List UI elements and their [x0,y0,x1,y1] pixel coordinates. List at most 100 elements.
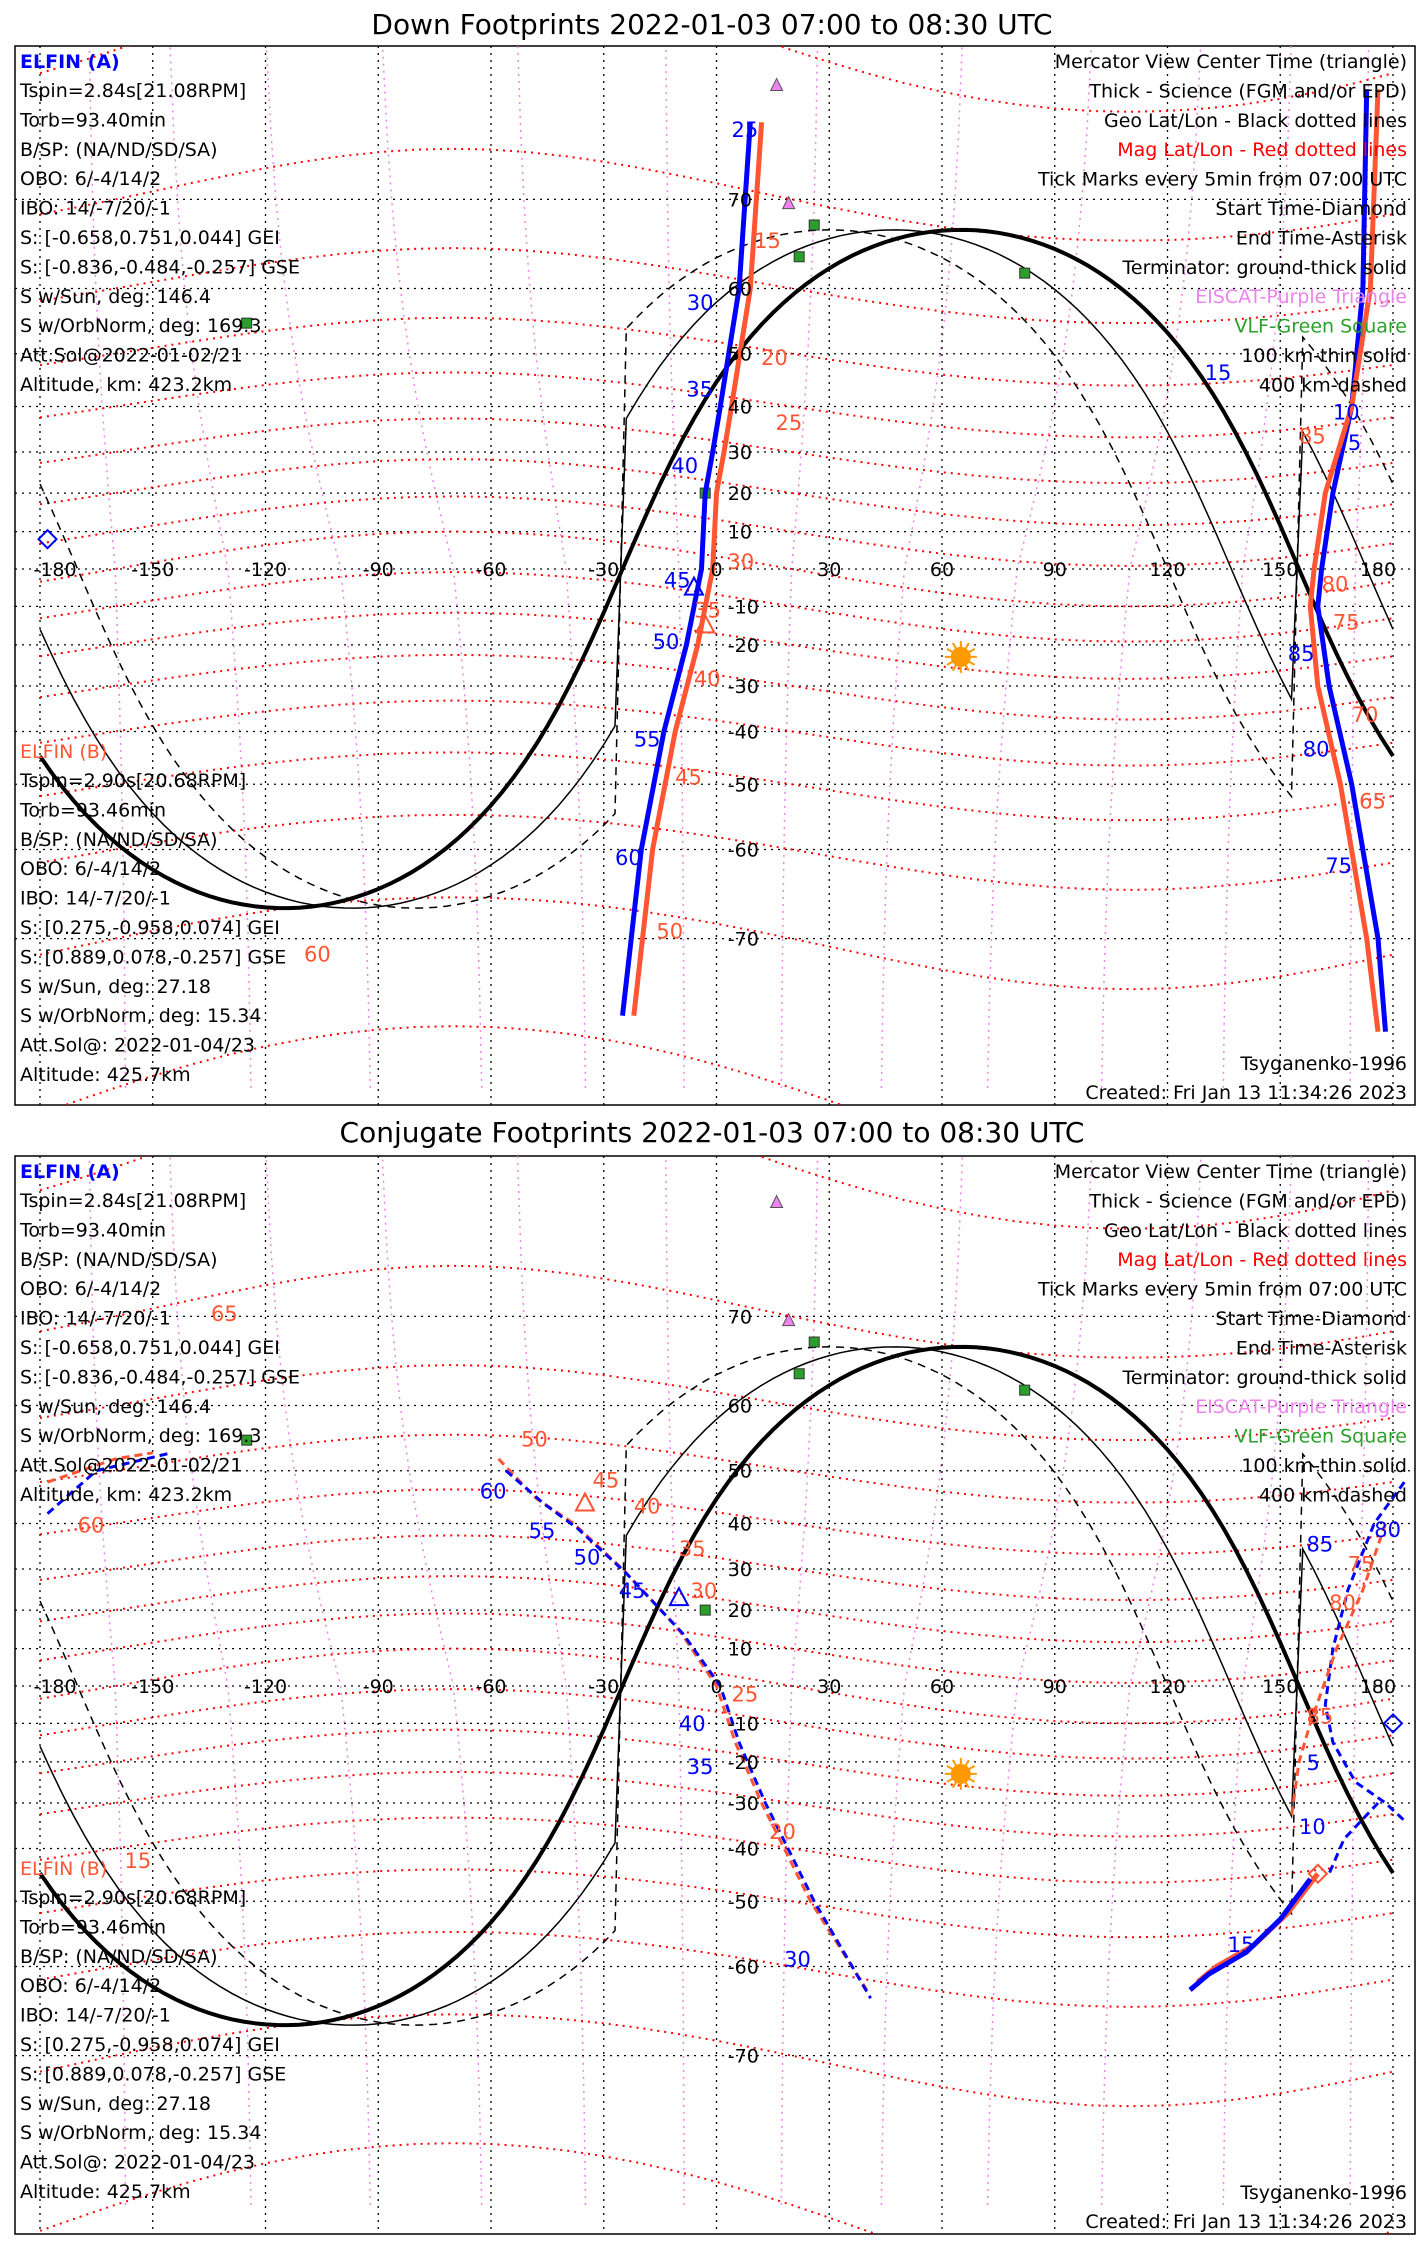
probe-a-info-line: Att.Sol@2022-01-02/21 [20,1455,243,1477]
terminator-400km [39,229,1394,909]
terminator-ground [38,227,1395,911]
mag-longitude-line [88,1156,127,2205]
track-tick-label: 45 [619,1579,646,1603]
track-elfin-b [497,1457,869,1991]
lon-tick-label: -120 [244,559,287,581]
lat-tick-label: -30 [728,676,759,698]
probe-a-info-line: Torb=93.40min [19,109,166,131]
lon-tick-label: 120 [1149,1676,1185,1698]
mag-latitude-line [39,1534,1394,1602]
lon-tick-label: 150 [1262,1676,1298,1698]
eiscat-triangle-icon [781,1312,796,1327]
mag-longitude-line [265,1156,372,2205]
probe-a-info-line: Tspin=2.84s[21.08RPM] [19,1190,246,1212]
mag-longitude-line [516,1156,587,2205]
lon-tick-label: 120 [1149,559,1185,581]
track-tick-label: 35 [694,598,721,622]
track-elfin-a [1188,1877,1313,1992]
probe-a-info-line: Att.Sol@2022-01-02/21 [20,345,243,367]
mag-latitude-line [39,1433,1394,1504]
track-tick-label: 30 [728,550,755,574]
probe-b-info-line: S w/OrbNorm, deg: 15.34 [20,1005,261,1027]
probe-a-info-line: S w/Sun, deg: 146.4 [20,286,211,308]
mag-latitude-line [39,1488,1394,1556]
track-tick-label: 80 [1329,1591,1356,1615]
mag-latitude-line [39,611,1394,680]
mag-latitude-line [39,316,1394,387]
mag-longitude-line [381,1156,483,2205]
track-tick-label: 80 [1322,572,1349,596]
lat-tick-label: -40 [728,1838,759,1860]
probe-b-info-line: Torb=93.46min [19,1916,166,1938]
vlf-square-icon [699,1604,711,1616]
mag-latitude-line [39,699,1394,767]
probe-b-info-line: S w/Sun, deg: 27.18 [20,2093,211,2115]
lat-tick-label: 10 [728,1639,752,1661]
track-tick-label: 70 [1352,703,1379,727]
probe-b-info-line: Altitude: 425.7km [20,1064,191,1086]
legend-line: End Time-Asterisk [1236,227,1407,249]
track-tick-label: 60 [78,1514,105,1538]
panel-title: Conjugate Footprints 2022-01-03 07:00 to… [340,1116,1085,1149]
mag-longitude-line [880,1156,964,2205]
probe-b-info-line: B/SP: (NA/ND/SD/SA) [20,829,218,851]
track-tick-label: 80 [1374,1518,1401,1542]
vlf-square-icon [793,251,805,263]
mag-longitude-line [1222,46,1292,1088]
mag-latitude-line [39,1156,1394,1230]
lon-tick-label: -90 [363,1676,394,1698]
mag-latitude-line [39,1868,1394,1939]
legend-line: 100 km-thin solid [1241,345,1407,367]
probe-b-info-line: Altitude: 425.7km [20,2181,191,2203]
lat-tick-label: -20 [728,635,759,657]
track-tick-label: 60 [615,846,642,870]
lat-tick-label: -60 [728,1957,759,1979]
lon-tick-label: -180 [33,559,76,581]
probe-b-info-line: S w/Sun, deg: 27.18 [20,976,211,998]
probe-b-info-line: Tspin=2.90s[20.68RPM] [19,1887,246,1909]
start-time-diamond-icon [1382,1712,1404,1734]
track-tick-label: 45 [675,765,702,789]
mag-longitude-line [1222,1156,1292,2205]
probe-b-info-line: S: [0.275,-0.958,0.074] GEI [20,2034,280,2056]
track-tick-label: 85 [1307,1532,1334,1556]
track-tick-label: 40 [694,667,721,691]
center-time-triangle-icon [574,1491,596,1512]
track-elfin-b [47,1451,154,1484]
lon-tick-label: -30 [588,1676,619,1698]
mag-longitude-line [1349,1156,1370,2205]
lon-tick-label: -120 [244,1676,287,1698]
probe-a-info-line: Torb=93.40min [19,1219,166,1241]
panel-frame [14,1155,1416,2235]
legend-line: Tick Marks every 5min from 07:00 UTC [1037,1279,1407,1301]
sun-disk [950,646,971,667]
track-elfin-a [1323,1481,1406,1822]
probe-b-info-line: IBO: 14/-7/20/-1 [20,888,171,910]
lon-tick-label: 90 [1043,1676,1067,1698]
lat-tick-label: 20 [728,483,752,505]
terminator-ground [38,1344,1395,2028]
mag-latitude-line [39,1816,1394,1884]
lat-tick-label: -50 [728,774,759,796]
probe-b-info-line: IBO: 14/-7/20/-1 [20,2005,171,2027]
probe-a-info-line: S: [-0.836,-0.484,-0.257] GSE [20,1366,300,1388]
probe-a-info-line: IBO: 14/-7/20/-1 [20,1308,171,1330]
map-panel-1: Down Footprints 2022-01-03 07:00 to 08:3… [14,8,1416,1106]
lat-tick-label: 50 [728,344,752,366]
track-tick-label: 85 [1299,424,1326,448]
mag-longitude-line [265,46,372,1088]
legend-line: 100 km-thin solid [1241,1455,1407,1477]
mag-longitude-line [1100,1156,1202,2205]
legend-line: Start Time-Diamond [1215,198,1407,220]
probe-a-info-line: S w/OrbNorm, deg: 169.3 [20,1425,261,1447]
probe-a-info-line: S w/OrbNorm, deg: 169.3 [20,315,261,337]
lon-tick-label: 30 [817,1676,841,1698]
track-elfin-a [1327,1801,1380,1875]
probe-a-info-line: S: [-0.836,-0.484,-0.257] GSE [20,256,300,278]
start-time-diamond-icon [37,528,58,550]
probe-b-info-line: S: [0.275,-0.958,0.074] GEI [20,917,280,939]
lat-tick-label: -10 [728,596,759,618]
mag-longitude-line [517,46,587,1088]
lon-tick-label: 0 [710,559,722,581]
